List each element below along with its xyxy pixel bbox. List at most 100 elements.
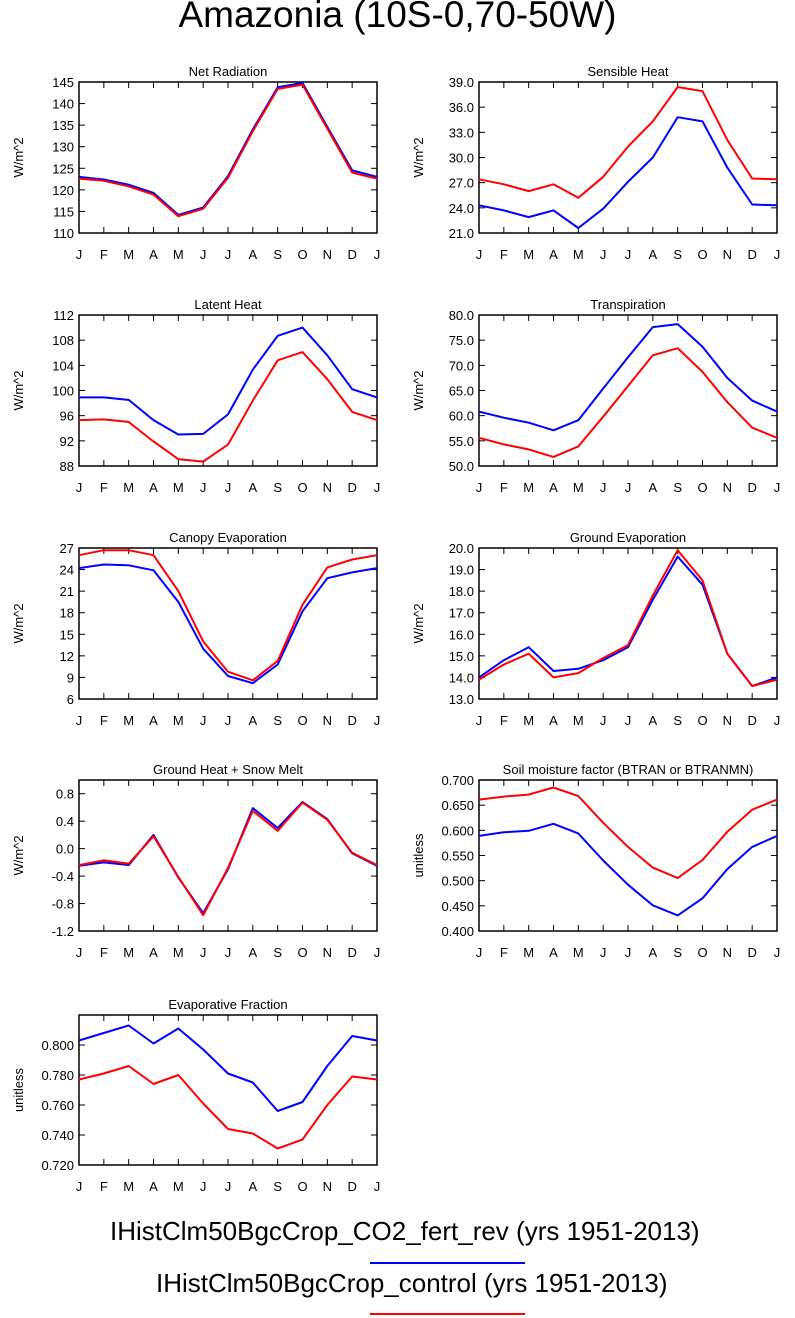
chart-1-ytick-label: 135 — [52, 118, 74, 133]
chart-6-xtick-label: A — [549, 713, 558, 728]
chart-4-plot-frame — [478, 314, 778, 467]
legend-label-control: IHistClm50BgcCrop_control (yrs 1951-2013… — [156, 1268, 668, 1298]
chart-5-xtick-label: J — [225, 713, 232, 728]
page-title: Amazonia (10S-0,70-50W) — [178, 0, 617, 35]
chart-2-series-control — [478, 86, 778, 199]
chart-4-xtick-label: A — [648, 480, 657, 495]
chart-7-xtick-label: A — [248, 945, 257, 960]
chart-2-plot-frame — [478, 81, 778, 234]
chart-8-ytick-label: 0.550 — [441, 849, 474, 864]
chart-1-xtick-label: J — [225, 247, 232, 262]
chart-3-ytick-label: 100 — [52, 384, 74, 399]
chart-3-xtick-label: A — [149, 480, 158, 495]
chart-6-xtick-label: M — [573, 713, 584, 728]
chart-7-title: Ground Heat + Snow Melt — [153, 762, 303, 777]
chart-7-ytick-label: -1.2 — [52, 924, 74, 939]
chart-2-xtick-label: N — [723, 247, 732, 262]
chart-3-xtick-label: A — [248, 480, 257, 495]
chart-6-title: Ground Evaporation — [570, 530, 686, 545]
chart-5-ytick-label: 18 — [60, 606, 74, 621]
chart-1-plot-frame — [78, 81, 378, 234]
chart-5-ytick-label: 6 — [67, 692, 74, 707]
chart-8-xtick-label: S — [673, 945, 682, 960]
chart-7-plot-frame — [78, 779, 378, 932]
chart-2-ytick-label: 24.0 — [449, 201, 474, 216]
chart-8-xtick-label: N — [723, 945, 732, 960]
chart-5-series-control — [78, 549, 378, 682]
chart-2-xtick-label: A — [648, 247, 657, 262]
chart-4-series-co2-fert-rev — [478, 323, 778, 432]
chart-6-xtick-label: J — [476, 713, 483, 728]
chart-3-xtick-label: O — [297, 480, 307, 495]
chart-6-plot-frame — [478, 547, 778, 700]
chart-7-xtick-label: J — [225, 945, 232, 960]
chart-2-xtick-label: F — [500, 247, 508, 262]
chart-2-xtick-label: J — [774, 247, 781, 262]
chart-7-xtick-label: M — [173, 945, 184, 960]
chart-5-xtick-label: M — [123, 713, 134, 728]
chart-6-series-co2-fert-rev — [478, 555, 778, 688]
chart-1-series-control — [78, 83, 378, 218]
chart-1-xtick-label: F — [100, 247, 108, 262]
chart-6-xtick-label: M — [523, 713, 534, 728]
chart-7-xtick-label: J — [76, 945, 83, 960]
chart-6-ytick-label: 20.0 — [449, 541, 474, 556]
chart-1-ytick-label: 120 — [52, 183, 74, 198]
chart-4-xtick-label: J — [625, 480, 632, 495]
chart-8-xtick-label: J — [600, 945, 607, 960]
chart-9-xtick-label: N — [323, 1179, 332, 1194]
chart-7-ytick-label: 0.8 — [56, 787, 74, 802]
chart-9-ylabel: unitless — [11, 1067, 26, 1112]
chart-3-series-co2-fert-rev — [79, 326, 378, 436]
chart-2-xtick-label: M — [573, 247, 584, 262]
chart-9-xtick-label: J — [76, 1179, 83, 1194]
chart-7-xtick-label: D — [347, 945, 356, 960]
chart-3-xtick-label: D — [347, 480, 356, 495]
chart-3-title: Latent Heat — [194, 297, 262, 312]
chart-9-xtick-label: J — [200, 1179, 207, 1194]
chart-1-xtick-label: J — [374, 247, 381, 262]
chart-6-series-control — [478, 549, 778, 688]
chart-6-ytick-label: 16.0 — [449, 627, 474, 642]
chart-6-xtick-label: F — [500, 713, 508, 728]
chart-4-xtick-label: F — [500, 480, 508, 495]
chart-1-xtick-label: S — [273, 247, 282, 262]
chart-6-xtick-label: D — [747, 713, 756, 728]
chart-8-xtick-label: D — [747, 945, 756, 960]
chart-4-xtick-label: J — [774, 480, 781, 495]
chart-5-ytick-label: 24 — [60, 563, 74, 578]
chart-6-xtick-label: J — [625, 713, 632, 728]
chart-8-ylabel: unitless — [411, 833, 426, 878]
chart-2-xtick-label: J — [600, 247, 607, 262]
chart-6-ytick-label: 17.0 — [449, 606, 474, 621]
chart-3-ytick-label: 112 — [53, 308, 74, 323]
legend-swatch-control — [370, 1313, 525, 1315]
chart-8-ytick-label: 0.400 — [441, 924, 474, 939]
chart-1-xtick-label: A — [149, 247, 158, 262]
chart-9-xtick-label: M — [173, 1179, 184, 1194]
chart-9-ytick-label: 0.800 — [41, 1038, 74, 1053]
chart-1-xtick-label: A — [248, 247, 257, 262]
chart-4-xtick-label: D — [747, 480, 756, 495]
chart-2-ytick-label: 30.0 — [449, 151, 474, 166]
chart-4-ytick-label: 70.0 — [449, 358, 474, 373]
chart-4-xtick-label: S — [673, 480, 682, 495]
chart-3-xtick-label: M — [123, 480, 134, 495]
chart-9-ytick-label: 0.780 — [41, 1068, 74, 1083]
chart-7-xtick-label: O — [297, 945, 307, 960]
chart-9-xtick-label: A — [248, 1179, 257, 1194]
chart-8-plot-frame — [478, 779, 778, 932]
chart-2-ytick-label: 21.0 — [449, 226, 474, 241]
chart-2-title: Sensible Heat — [588, 64, 669, 79]
chart-9-xtick-label: M — [123, 1179, 134, 1194]
chart-8-xtick-label: J — [476, 945, 483, 960]
chart-2-ytick-label: 39.0 — [449, 75, 474, 90]
chart-3-ytick-label: 108 — [52, 333, 74, 348]
chart-5-xtick-label: J — [374, 713, 381, 728]
chart-2-xtick-label: J — [476, 247, 483, 262]
chart-5-ytick-label: 27 — [60, 541, 74, 556]
chart-8-xtick-label: M — [523, 945, 534, 960]
chart-8-ytick-label: 0.600 — [441, 823, 474, 838]
chart-1-xtick-label: O — [297, 247, 307, 262]
chart-1-title: Net Radiation — [189, 64, 268, 79]
